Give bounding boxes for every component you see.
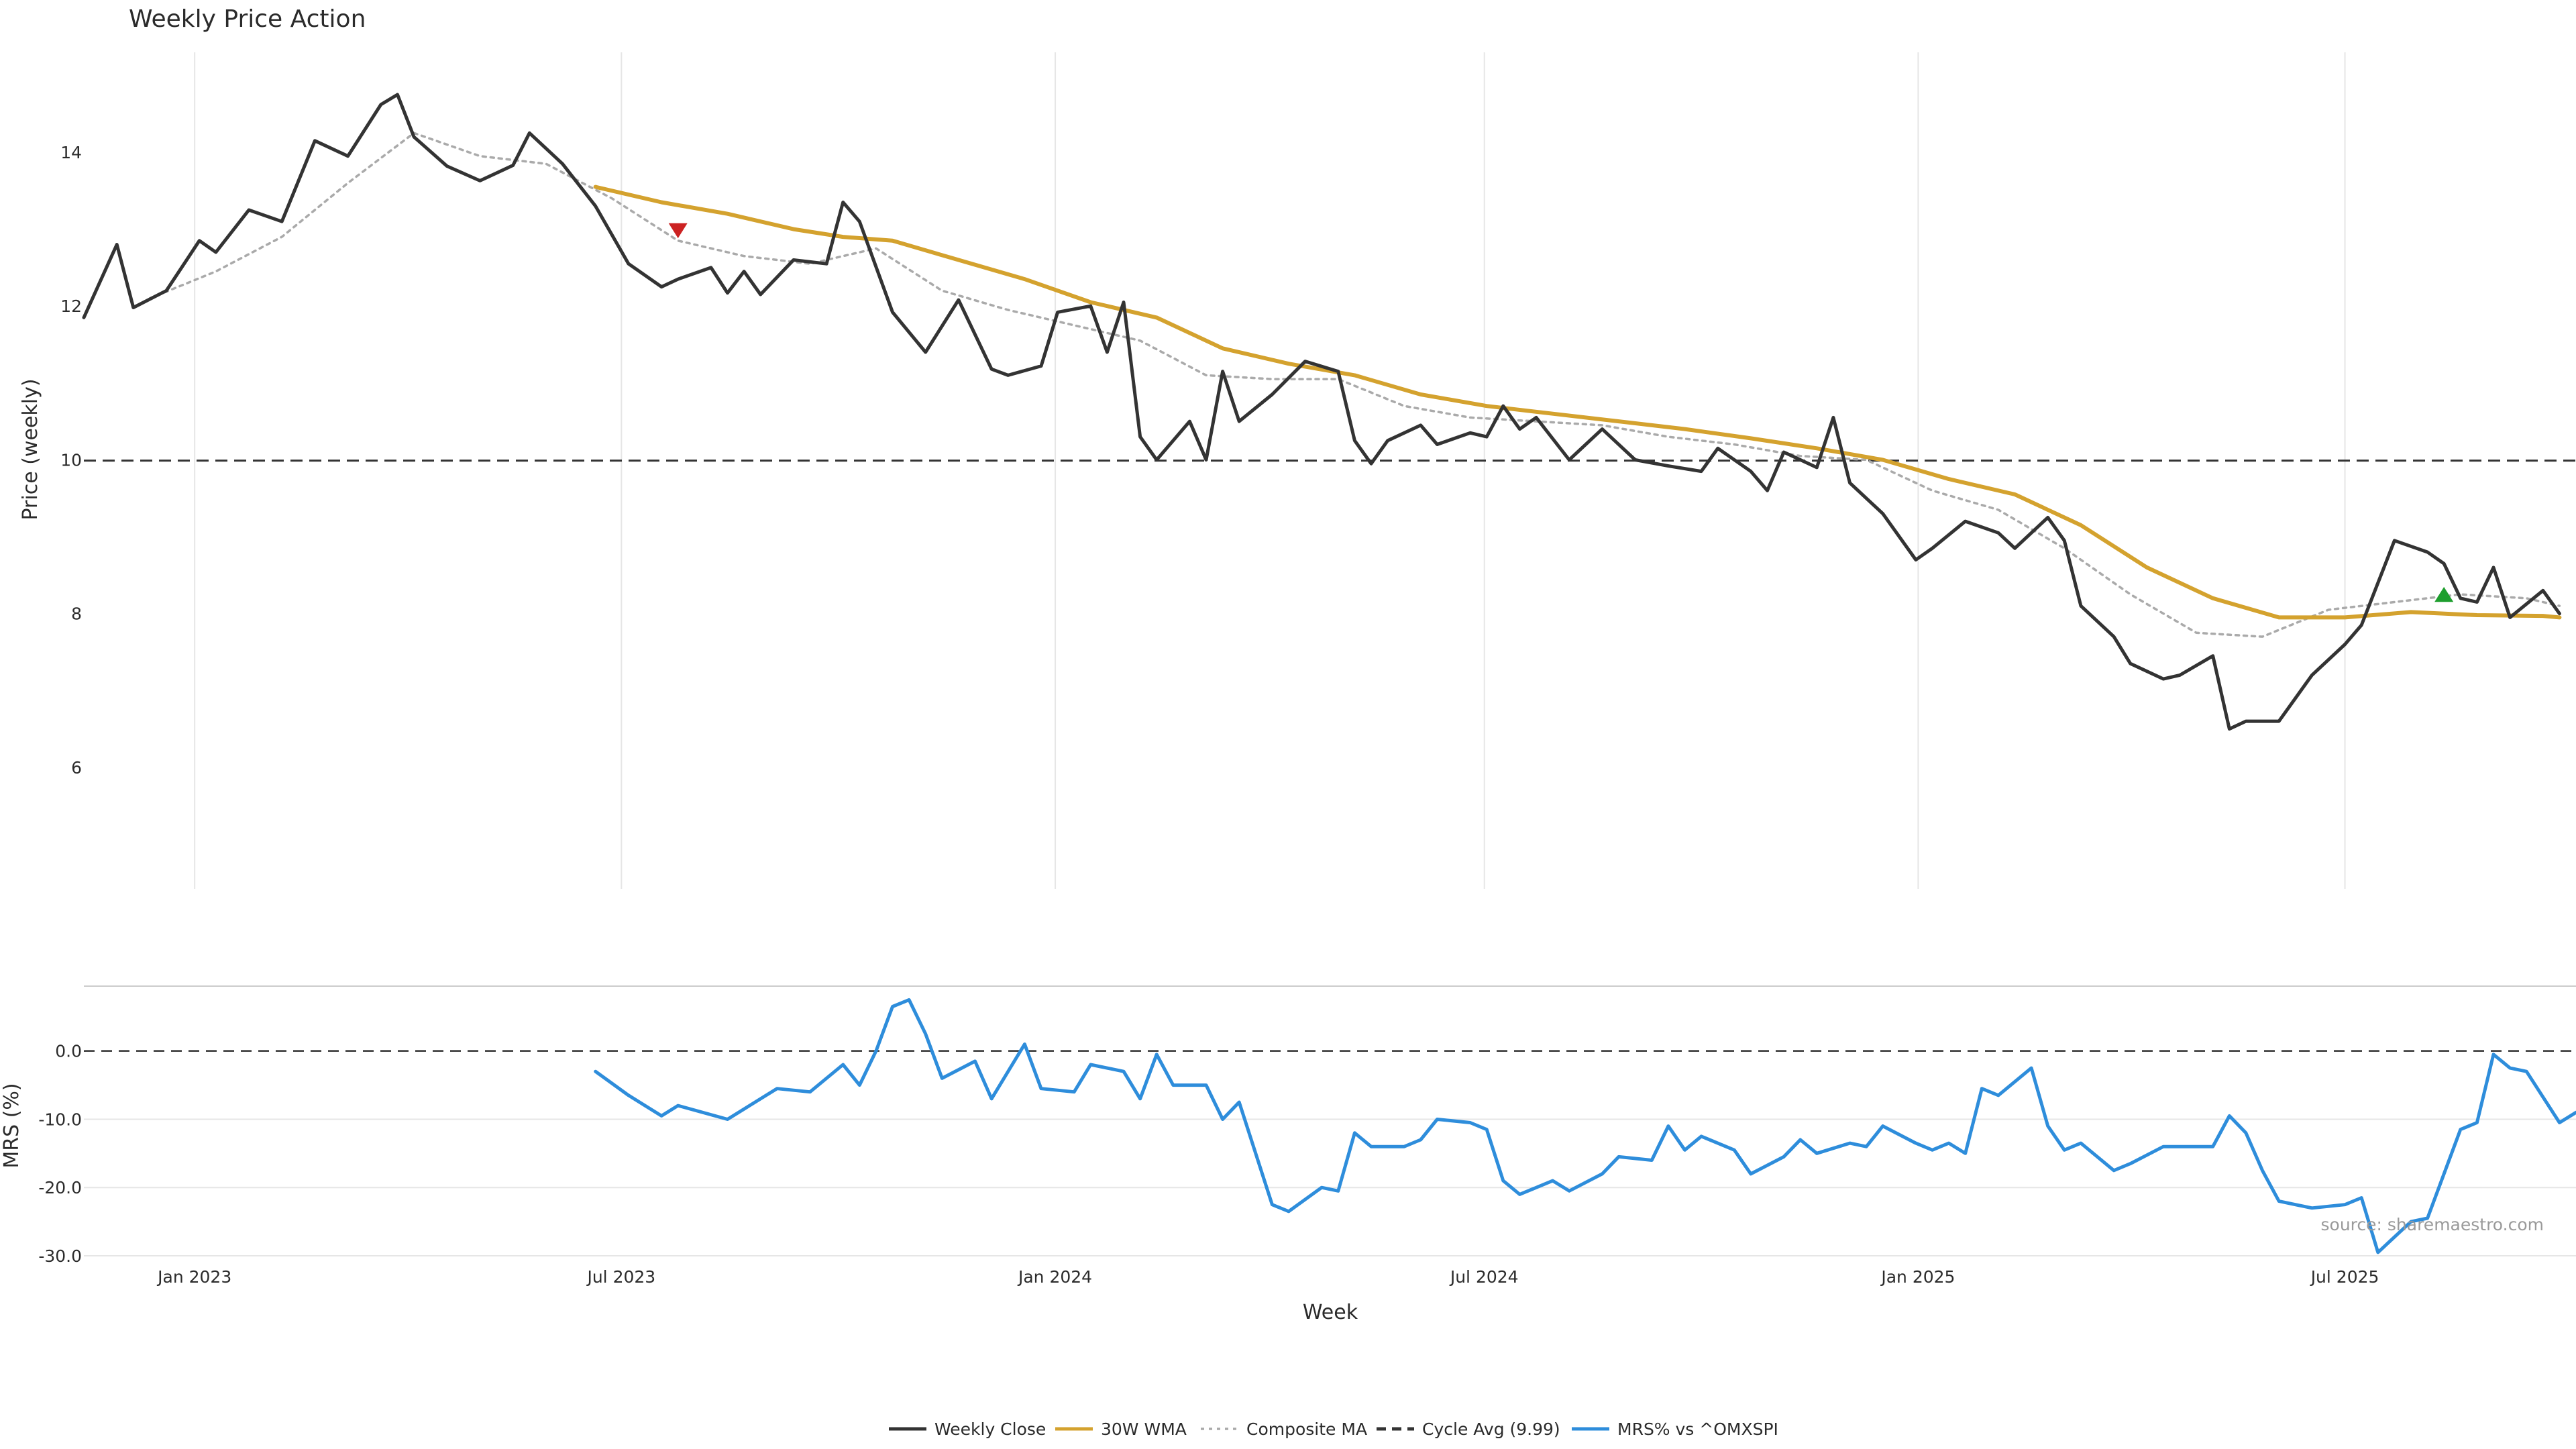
price-y-axis-label: Price (weekly) xyxy=(19,378,42,520)
chart-title: Weekly Price Action xyxy=(129,5,366,33)
legend-label-composite-ma: Composite MA xyxy=(1246,1419,1367,1439)
x-axis-label: Week xyxy=(1303,1301,1358,1324)
mrs-series xyxy=(594,998,2576,1254)
price-y-ticks: 6 8 10 12 14 xyxy=(60,143,82,777)
mrs-y-tick-label: -20.0 xyxy=(38,1178,82,1197)
price-panel: 6 8 10 12 14 Weekly Price Action Price (week… xyxy=(19,5,2576,889)
price-series xyxy=(82,93,2562,731)
series-line-composite-ma xyxy=(148,131,2561,638)
signal-markers xyxy=(668,223,2454,602)
mrs-panel: 0.0 -10.0 -20.0 -30.0 MRS (%) source: share… xyxy=(0,985,2576,1266)
legend: Weekly Close 30W WMA Composite MA Cycle Avg… xyxy=(889,1419,1778,1439)
price-y-tick-label: 8 xyxy=(71,604,82,624)
price-y-tick-label: 6 xyxy=(71,758,82,777)
buy-signal-marker xyxy=(2434,586,2454,602)
legend-label-cycle-avg-9-99: Cycle Avg (9.99) xyxy=(1422,1419,1560,1439)
x-tick-label: Jan 2025 xyxy=(1880,1267,1955,1287)
mrs-y-tick-label: -30.0 xyxy=(38,1246,82,1266)
x-axis-ticks: Jan 2023 Jul 2023 Jan 2024 Jul 2024 Jan 2025… xyxy=(156,1267,2379,1287)
price-y-tick-label: 10 xyxy=(60,450,82,470)
mrs-y-ticks: 0.0 -10.0 -20.0 -30.0 xyxy=(38,1042,82,1266)
mrs-y-tick-label: -10.0 xyxy=(38,1110,82,1129)
series-line-weekly-close xyxy=(82,93,2561,731)
legend-label-30w-wma: 30W WMA xyxy=(1101,1419,1187,1439)
x-tick-label: Jul 2023 xyxy=(586,1267,655,1287)
legend-label-weekly-close: Weekly Close xyxy=(934,1419,1046,1439)
price-y-tick-label: 12 xyxy=(60,297,82,316)
price-grid xyxy=(194,52,2346,889)
x-tick-label: Jul 2024 xyxy=(1449,1267,1519,1287)
x-tick-label: Jan 2023 xyxy=(156,1267,231,1287)
mrs-y-tick-label: 0.0 xyxy=(55,1042,82,1061)
series-line-mrs-vs-omxspi xyxy=(594,998,2576,1254)
price-y-tick-label: 14 xyxy=(60,143,82,162)
source-annotation: source: sharemaestro.com xyxy=(2321,1215,2544,1234)
series-line-30w-wma xyxy=(593,184,2562,620)
mrs-y-axis-label: MRS (%) xyxy=(0,1083,23,1168)
sell-signal-marker xyxy=(668,223,688,239)
x-tick-label: Jan 2024 xyxy=(1017,1267,1092,1287)
legend-label-mrs-vs-omxspi: MRS% vs ^OMXSPI xyxy=(1617,1419,1778,1439)
x-tick-label: Jul 2025 xyxy=(2310,1267,2379,1287)
